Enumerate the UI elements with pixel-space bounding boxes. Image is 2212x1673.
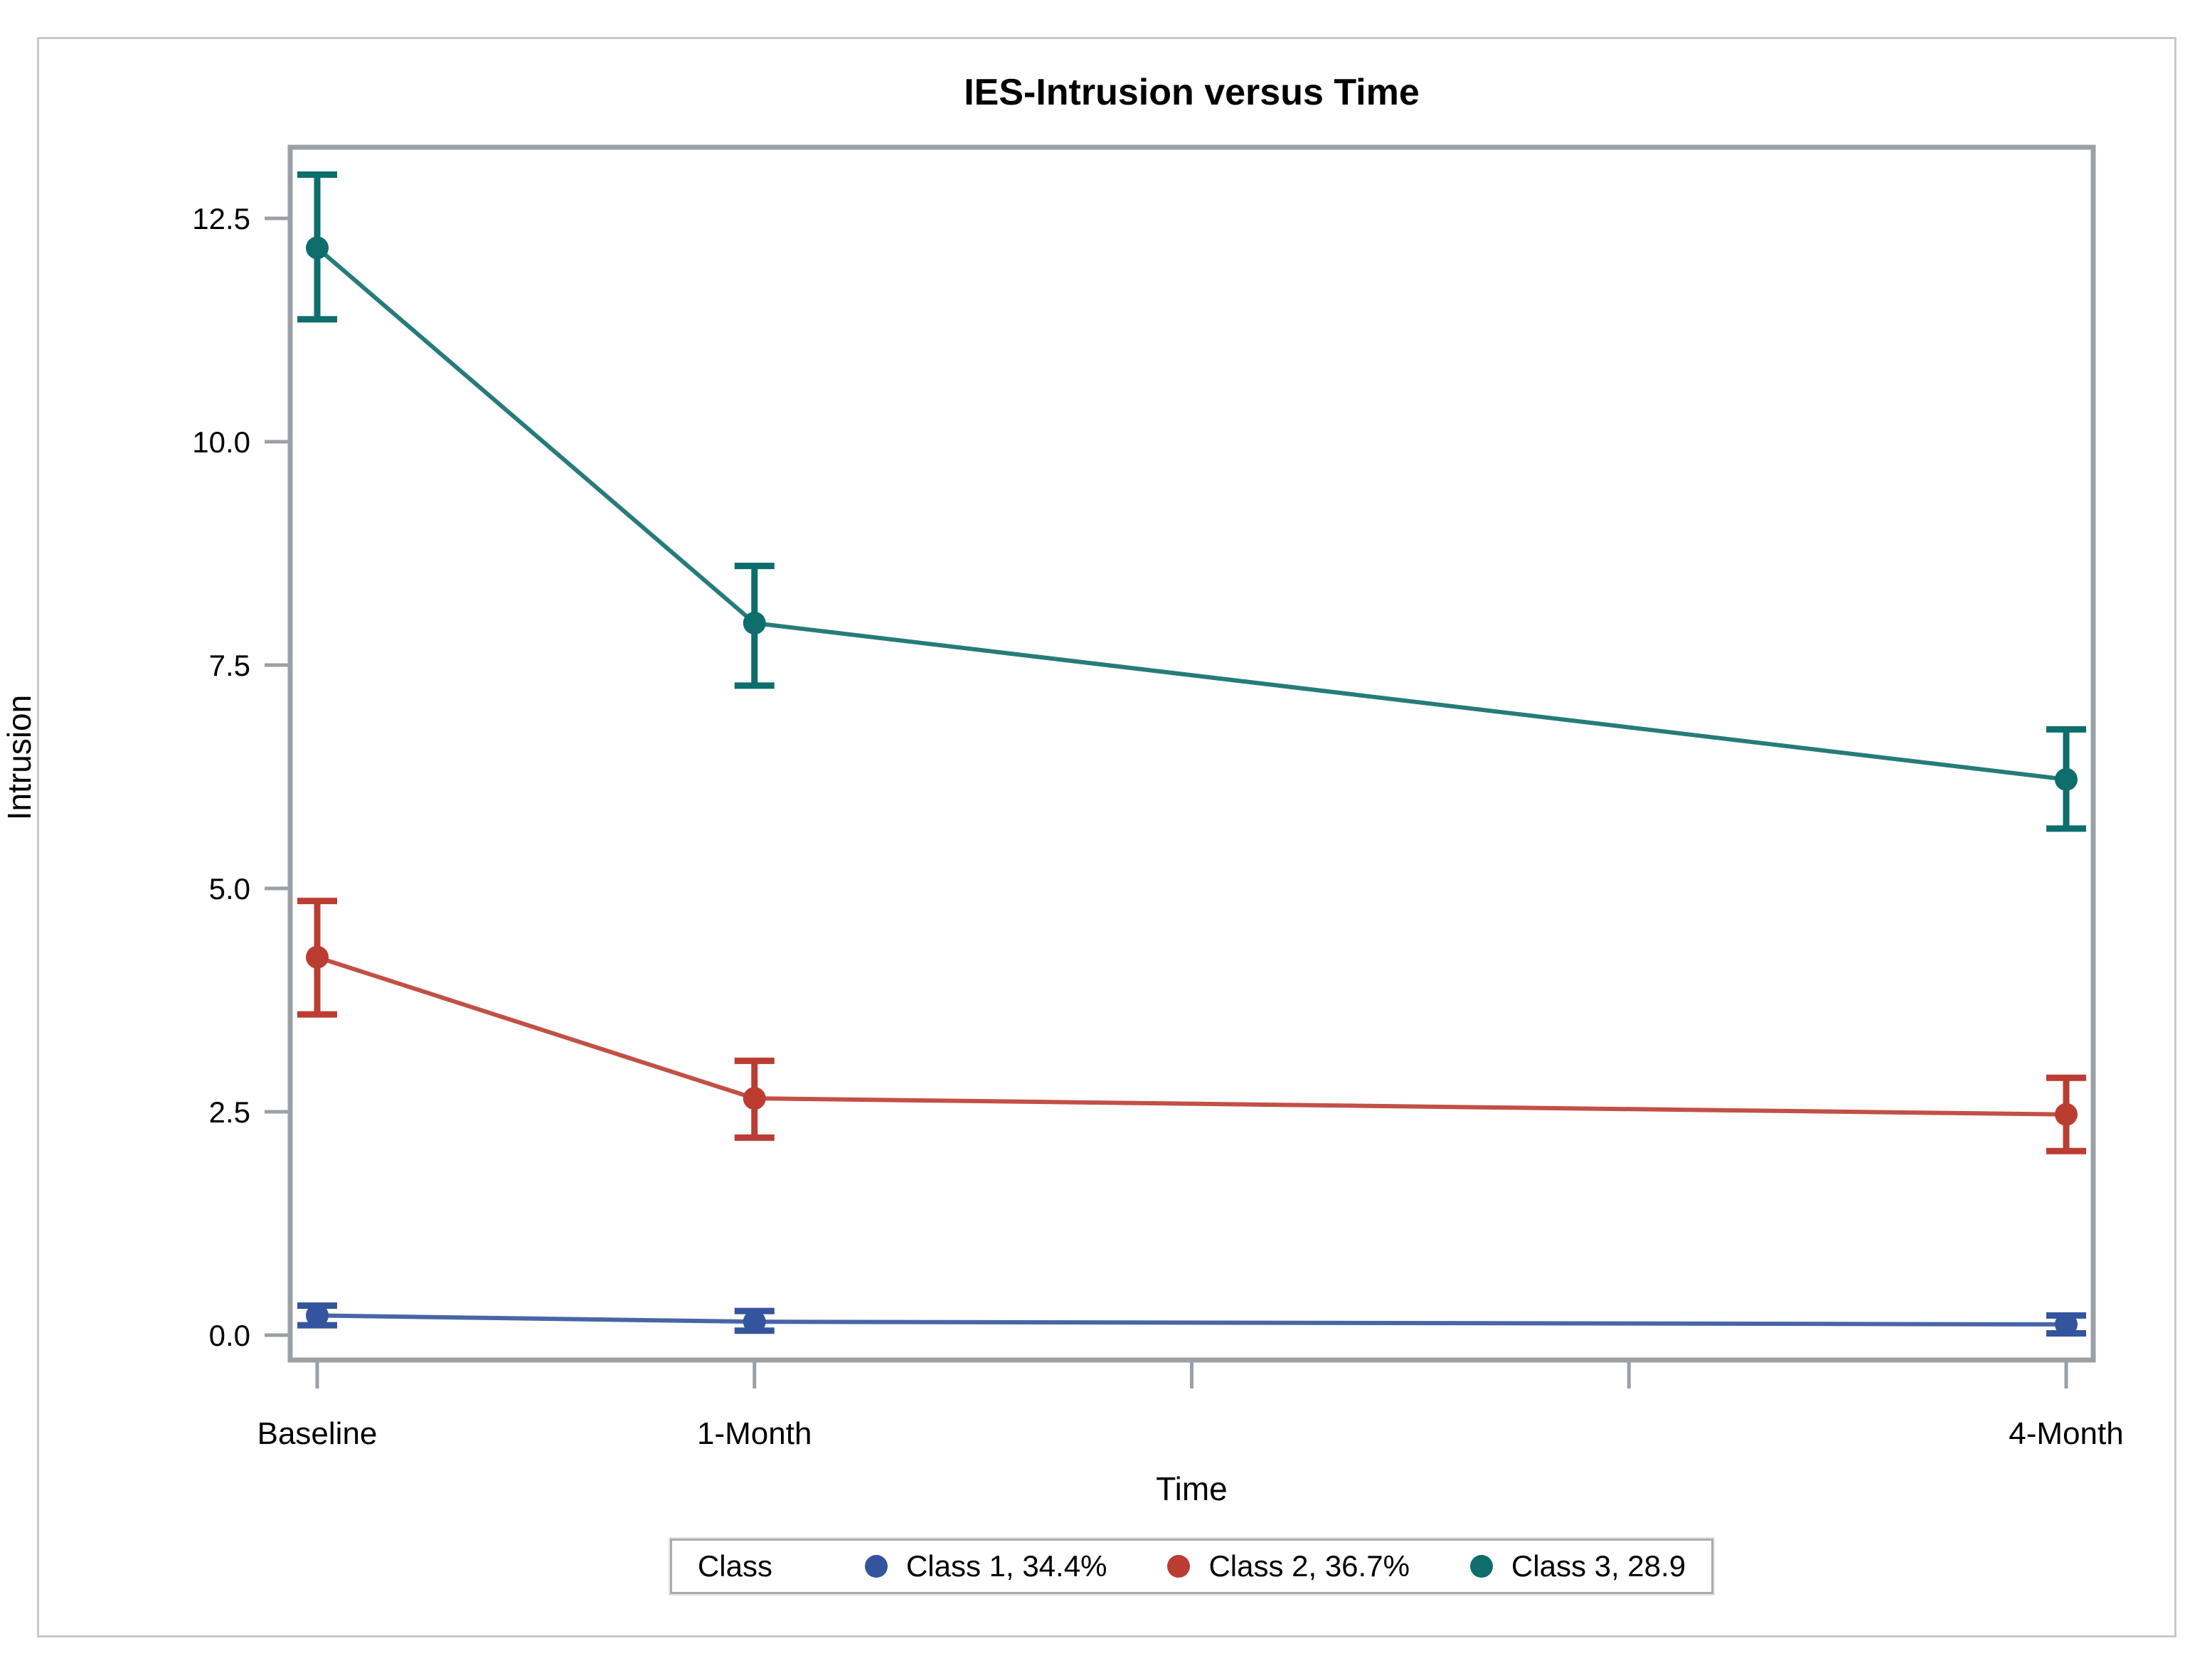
y-axis-ticks: 0.0 2.5 5.0 7.5 10.0 12.5 xyxy=(192,202,290,1352)
y-tick-label: 12.5 xyxy=(192,202,250,235)
chart-title: IES-Intrusion versus Time xyxy=(964,72,1420,113)
legend-entry-class-1: Class 1, 34.4% xyxy=(864,1549,1107,1583)
x-tick-label: Baseline xyxy=(257,1416,378,1451)
x-axis-ticks: Baseline 1-Month 4-Month xyxy=(257,1360,2124,1451)
data-point-marker xyxy=(743,1087,766,1110)
data-point-marker xyxy=(2055,768,2078,791)
series-class-2 xyxy=(297,898,2086,1154)
series-line xyxy=(316,246,2067,782)
class-3-marker-icon xyxy=(1469,1555,1493,1578)
data-point-marker xyxy=(743,1310,766,1334)
data-point-marker xyxy=(743,611,766,634)
series-class-1 xyxy=(297,1302,2086,1337)
legend-entry-label: Class 1, 34.4% xyxy=(905,1549,1107,1583)
y-axis-label: Intrusion xyxy=(1,694,38,821)
y-tick-label: 2.5 xyxy=(209,1095,250,1129)
legend-entry-label: Class 2, 36.7% xyxy=(1208,1549,1410,1583)
legend-box: Class Class 1, 34.4% Class 2, 36.7% Clas… xyxy=(668,1537,1716,1595)
y-tick-label: 0.0 xyxy=(209,1319,250,1352)
figure-border xyxy=(37,37,2176,1637)
y-tick-label: 5.0 xyxy=(209,872,250,905)
series-class-3 xyxy=(297,171,2086,832)
legend-entry-class-3: Class 3, 28.9 xyxy=(1469,1549,1686,1583)
legend-title: Class xyxy=(697,1549,772,1583)
plot-frame xyxy=(287,144,2096,1363)
y-tick-label: 7.5 xyxy=(209,649,250,682)
x-tick-label: 1-Month xyxy=(697,1416,812,1451)
data-point-marker xyxy=(2055,1103,2078,1126)
legend: Class Class 1, 34.4% Class 2, 36.7% Clas… xyxy=(290,1537,2093,1595)
class-1-marker-icon xyxy=(864,1555,888,1578)
legend-entry-label: Class 3, 28.9 xyxy=(1511,1549,1686,1583)
x-tick-label: 4-Month xyxy=(2009,1416,2123,1451)
data-point-marker xyxy=(306,236,329,260)
series-line xyxy=(317,1313,2067,1327)
data-point-marker xyxy=(306,1304,329,1327)
data-point-marker xyxy=(2055,1312,2078,1336)
series-line xyxy=(317,955,2067,1117)
y-tick-label: 10.0 xyxy=(192,425,250,459)
data-point-marker xyxy=(306,945,329,969)
class-2-marker-icon xyxy=(1167,1555,1191,1578)
legend-entry-class-2: Class 2, 36.7% xyxy=(1167,1549,1410,1583)
x-axis-label: Time xyxy=(1156,1470,1228,1507)
